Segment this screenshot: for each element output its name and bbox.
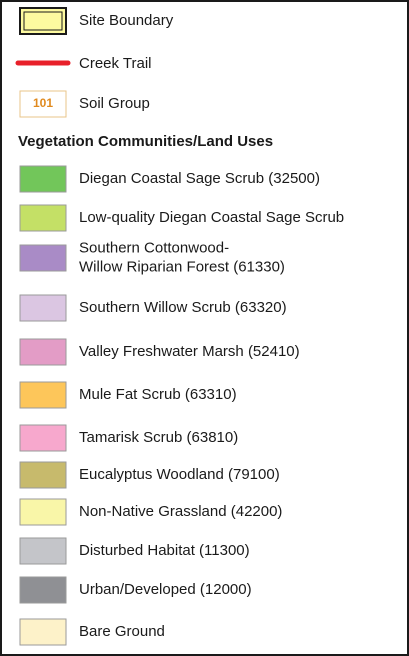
legend-label: Valley Freshwater Marsh (52410)	[79, 343, 300, 360]
legend-label: Urban/Developed (12000)	[79, 581, 252, 598]
legend-label: Low-quality Diegan Coastal Sage Scrub	[79, 209, 344, 226]
legend-label: Disturbed Habitat (11300)	[79, 542, 250, 559]
legend-swatch	[19, 204, 67, 232]
legend-label: Eucalyptus Woodland (79100)	[79, 466, 280, 483]
soil-group-label: Soil Group	[79, 95, 150, 112]
legend-label: Southern Cottonwood-	[79, 239, 229, 256]
legend-label: Southern Willow Scrub (63320)	[79, 299, 287, 316]
soil-group-swatch	[19, 90, 67, 118]
legend-swatch	[19, 244, 67, 272]
legend-label: Diegan Coastal Sage Scrub (32500)	[79, 170, 320, 187]
legend-label: Willow Riparian Forest (61330)	[79, 258, 285, 275]
legend-label: Tamarisk Scrub (63810)	[79, 429, 238, 446]
creek-trail-label: Creek Trail	[79, 55, 152, 72]
legend-label: Non-Native Grassland (42200)	[79, 503, 282, 520]
soil-group-symbol: 101	[33, 96, 53, 110]
site-boundary-label: Site Boundary	[79, 12, 174, 29]
legend-swatch	[19, 294, 67, 322]
legend-swatch	[19, 338, 67, 366]
legend-swatch	[19, 381, 67, 409]
legend-swatch	[19, 618, 67, 646]
legend-label: Bare Ground	[79, 623, 165, 640]
legend-swatch	[19, 424, 67, 452]
site-boundary-inner	[23, 11, 63, 31]
legend-swatch	[19, 498, 67, 526]
legend-swatch	[19, 576, 67, 604]
legend-heading: Vegetation Communities/Land Uses	[18, 133, 273, 150]
legend-swatch	[19, 537, 67, 565]
legend-label: Mule Fat Scrub (63310)	[79, 386, 237, 403]
legend-swatch	[19, 165, 67, 193]
legend-swatch	[19, 461, 67, 489]
